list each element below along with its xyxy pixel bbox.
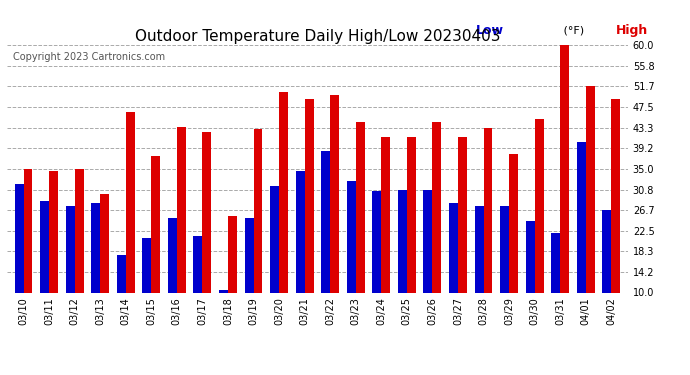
Bar [91,203,100,292]
Bar [304,99,313,292]
Bar [253,129,262,292]
Bar [49,171,58,292]
Bar [373,191,382,292]
Bar [66,206,75,292]
Bar [500,206,509,292]
Title: Outdoor Temperature Daily High/Low 20230403: Outdoor Temperature Daily High/Low 20230… [135,29,500,44]
Bar [424,189,433,292]
Bar [475,206,484,292]
Bar [296,171,304,292]
Bar [126,112,135,292]
Bar [535,119,544,292]
Bar [347,181,356,292]
Bar [177,127,186,292]
Bar [14,184,23,292]
Bar [551,233,560,292]
Bar [193,236,202,292]
Bar [407,136,416,292]
Bar [40,201,49,292]
Bar [117,255,126,292]
Bar [168,218,177,292]
Bar [142,238,151,292]
Bar [484,128,493,292]
Bar [219,290,228,292]
Bar [398,189,407,292]
Bar [151,156,160,292]
Bar [270,186,279,292]
Bar [449,203,458,292]
Bar [100,194,109,292]
Text: High: High [615,24,648,37]
Bar [322,152,331,292]
Bar [526,221,535,292]
Bar [228,216,237,292]
Bar [458,136,467,292]
Bar [202,132,211,292]
Bar [586,86,595,292]
Bar [356,122,365,292]
Bar [602,210,611,292]
Bar [509,154,518,292]
Bar [433,122,442,292]
Bar [244,218,253,292]
Bar [560,42,569,292]
Text: (°F): (°F) [560,25,584,35]
Bar [23,169,32,292]
Bar [75,169,83,292]
Bar [279,92,288,292]
Text: Copyright 2023 Cartronics.com: Copyright 2023 Cartronics.com [13,53,165,62]
Text: Low: Low [475,24,504,37]
Bar [331,94,339,292]
Bar [577,141,586,292]
Bar [382,136,391,292]
Bar [611,99,620,292]
